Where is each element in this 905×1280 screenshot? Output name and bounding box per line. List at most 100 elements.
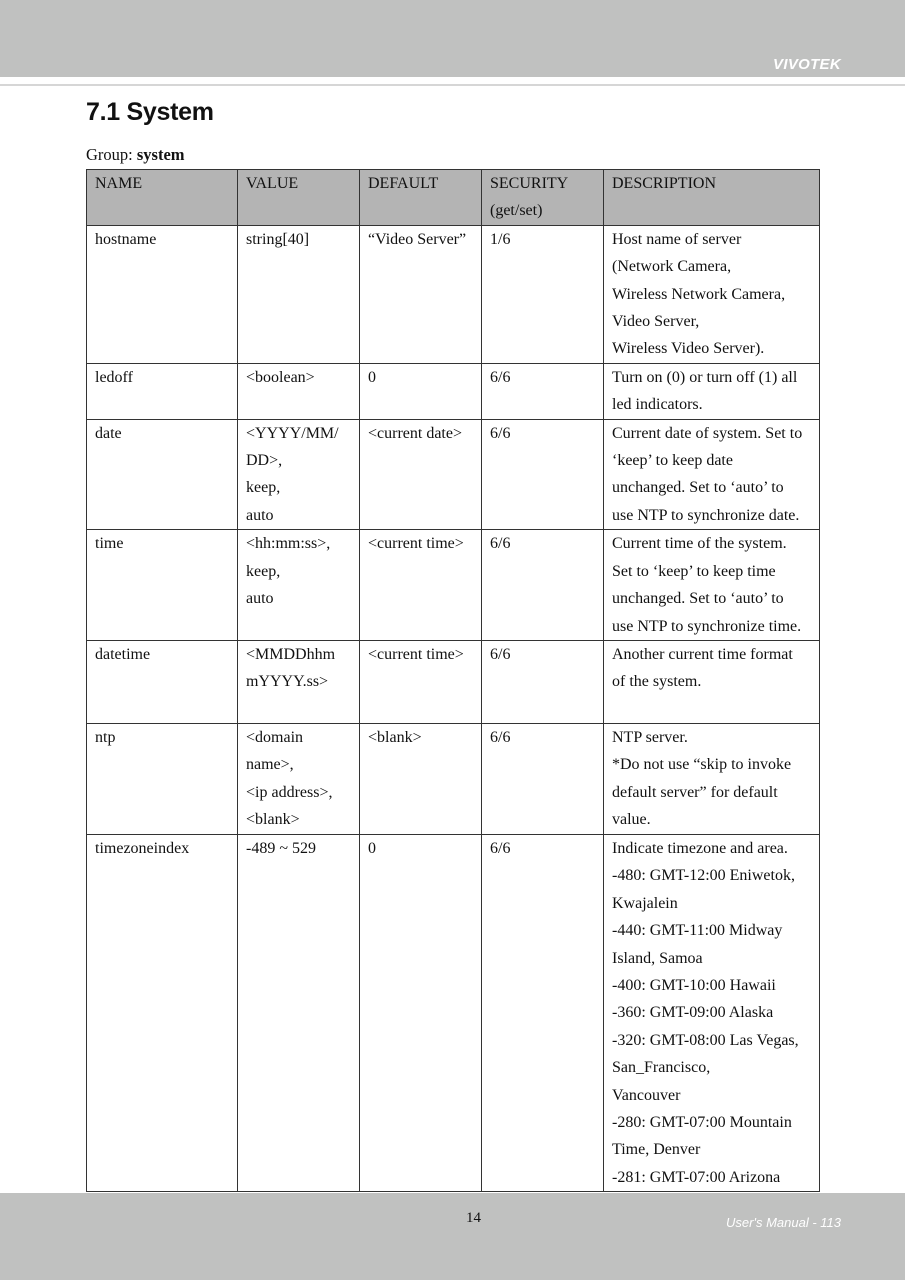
cell-line: <hh:mm:ss>, <box>246 535 331 553</box>
cell-line: -400: GMT-10:00 Hawaii <box>612 976 776 994</box>
cell-value: <domain name>, <ip address>, <blank> <box>237 722 360 835</box>
cell-security: 6/6 <box>481 639 604 724</box>
table-row: hostname string[40] “Video Server” 1/6 Host … <box>86 224 820 364</box>
cell-line: NAME <box>95 175 143 192</box>
cell-value: string[40] <box>237 224 360 364</box>
cell-line: unchanged. Set to ‘auto’ to <box>612 590 784 608</box>
cell-default: <blank> <box>359 722 482 835</box>
cell-line: use NTP to synchronize time. <box>612 617 802 635</box>
cell-line: <MMDDhhm <box>246 645 336 663</box>
group-prefix: Group: <box>86 145 137 164</box>
cell-description: Indicate timezone and area. -480: GMT-12:… <box>603 833 820 1193</box>
cell-line: of the system. <box>612 673 702 691</box>
cell-default: 0 <box>359 362 482 420</box>
cell-line: Island, Samoa <box>612 949 703 967</box>
cell-line: DEFAULT <box>368 175 439 192</box>
cell-security: 1/6 <box>481 224 604 364</box>
cell-security: 6/6 <box>481 418 604 531</box>
cell-line: -360: GMT-09:00 Alaska <box>612 1004 774 1022</box>
cell-line: -480: GMT-12:00 Eniwetok, <box>612 867 795 885</box>
cell-line: ‘keep’ to keep date <box>612 452 733 470</box>
cell-line: <domain <box>246 728 304 746</box>
table-row: date <YYYY/MM/DD>, keep, auto <current date>… <box>86 418 820 531</box>
group-label: Group: system <box>86 145 185 165</box>
cell-line: (get/set) <box>490 202 543 220</box>
cell-line: -320: GMT-08:00 Las Vegas, <box>612 1031 799 1049</box>
table-row: timezoneindex -489 ~ 529 0 6/6 Indicate time… <box>86 833 820 1193</box>
cell-line: Turn on (0) or turn off (1) all <box>612 368 798 386</box>
cell-line: auto <box>246 506 274 524</box>
column-header: DEFAULT <box>359 169 482 226</box>
cell-value: <YYYY/MM/DD>, keep, auto <box>237 418 360 531</box>
cell-line: San_Francisco, <box>612 1059 711 1077</box>
cell-line: DESCRIPTION <box>612 175 717 192</box>
cell-value: <MMDDhhm mYYYY.ss> <box>237 639 360 724</box>
cell-line: -489 ~ 529 <box>246 839 316 857</box>
cell-name: date <box>86 418 238 531</box>
cell-line: Current time of the system. <box>612 535 787 553</box>
cell-line: DD>, <box>246 452 283 470</box>
cell-line: -440: GMT-11:00 Midway <box>612 922 783 940</box>
cell-line: Vancouver <box>612 1086 681 1104</box>
cell-name: ntp <box>86 722 238 835</box>
cell-line: NTP server. <box>612 728 688 746</box>
column-header: VALUE <box>237 169 360 226</box>
cell-value: <boolean> <box>237 362 360 420</box>
table-row: time <hh:mm:ss>, keep, auto <current time> 6/… <box>86 529 820 641</box>
cell-name: datetime <box>86 639 238 724</box>
page-header-bar: VIVOTEK <box>0 0 905 77</box>
column-header: SECURITY (get/set) <box>481 169 604 226</box>
column-header: NAME <box>86 169 238 226</box>
cell-line: Current date of system. Set to <box>612 424 803 442</box>
cell-security: 6/6 <box>481 529 604 641</box>
cell-description: Current time of the system. Set to ‘keep’… <box>603 529 820 641</box>
cell-line: -280: GMT-07:00 Mountain <box>612 1113 792 1131</box>
cell-line: SECURITY <box>490 175 569 192</box>
table-row: ledoff <boolean> 0 6/6 Turn on (0) or turn o… <box>86 362 820 420</box>
cell-name: hostname <box>86 224 238 364</box>
cell-line: use NTP to synchronize date. <box>612 506 800 524</box>
cell-line: VALUE <box>246 175 299 192</box>
group-name: system <box>136 145 185 164</box>
cell-name: time <box>86 529 238 641</box>
cell-line: Indicate timezone and area. <box>612 839 788 857</box>
cell-default: 0 <box>359 833 482 1193</box>
cell-line: mYYYY.ss> <box>246 673 329 691</box>
cell-security: 6/6 <box>481 833 604 1193</box>
cell-line: <YYYY/MM/ <box>246 424 339 442</box>
cell-line: Wireless Network Camera, <box>612 285 786 303</box>
cell-line: Video Server, <box>612 313 700 331</box>
table-row: datetime <MMDDhhm mYYYY.ss> <current time> 6… <box>86 639 820 724</box>
cell-name: ledoff <box>86 362 238 420</box>
cell-line: keep, <box>246 562 281 580</box>
cell-description: NTP server. *Do not use “skip to invoke de… <box>603 722 820 835</box>
cell-line: value. <box>612 811 651 829</box>
table-row: ntp <domain name>, <ip address>, <blank> <bla… <box>86 722 820 835</box>
header-divider <box>0 84 905 86</box>
cell-line: unchanged. Set to ‘auto’ to <box>612 479 784 497</box>
section-title: 7.1 System <box>86 98 214 126</box>
cell-description: Another current time format of the system… <box>603 639 820 724</box>
cell-line: Set to ‘keep’ to keep time <box>612 562 776 580</box>
cell-line: Host name of server <box>612 230 742 248</box>
cell-line: Kwajalein <box>612 894 678 912</box>
column-header: DESCRIPTION <box>603 169 820 226</box>
cell-line: -281: GMT-07:00 Arizona <box>612 1168 781 1186</box>
parameter-table: NAME VALUE DEFAULT SECURITY (get/set) DESCRIP… <box>86 169 820 1193</box>
cell-description: Host name of server (Network Camera, Wirel… <box>603 224 820 364</box>
cell-line: <ip address>, <box>246 783 333 801</box>
cell-line: <boolean> <box>246 368 315 386</box>
cell-line: Another current time format <box>612 645 793 663</box>
cell-line: <blank> <box>246 811 300 829</box>
cell-line: (Network Camera, <box>612 258 732 276</box>
cell-line: default server” for default <box>612 783 778 801</box>
cell-security: 6/6 <box>481 362 604 420</box>
cell-default: <current date> <box>359 418 482 531</box>
cell-value: <hh:mm:ss>, keep, auto <box>237 529 360 641</box>
cell-line: led indicators. <box>612 396 703 414</box>
cell-line: *Do not use “skip to invoke <box>612 756 792 774</box>
cell-default: “Video Server” <box>359 224 482 364</box>
cell-security: 6/6 <box>481 722 604 835</box>
brand-logo: VIVOTEK <box>773 56 841 73</box>
cell-description: Turn on (0) or turn off (1) all led indic… <box>603 362 820 420</box>
